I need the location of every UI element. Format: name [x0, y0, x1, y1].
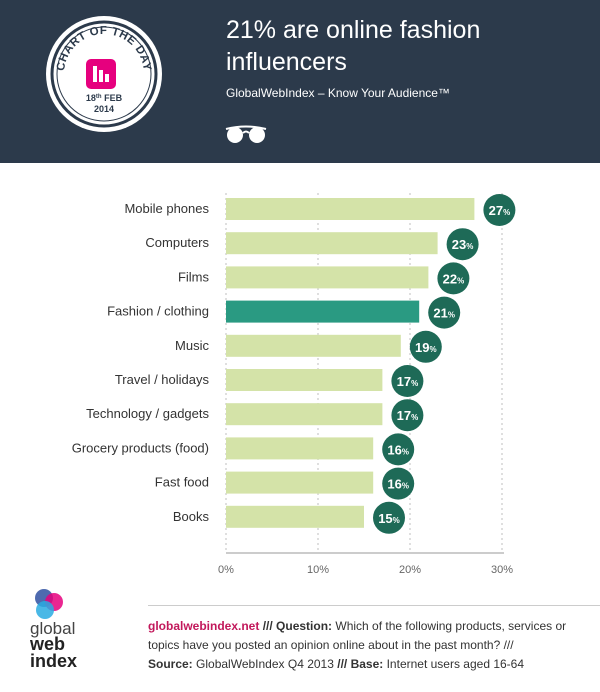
- category-label: Music: [175, 338, 209, 353]
- value-label: 17%: [397, 374, 419, 389]
- badge-date: 18th FEB: [86, 93, 123, 103]
- value-label: 27%: [489, 203, 511, 218]
- x-tick-label: 0%: [218, 564, 234, 576]
- page-subtitle: GlobalWebIndex – Know Your Audience™: [226, 86, 450, 100]
- header-banner: CHART OF THE DAY 18th FEB 2014 21% are o…: [0, 0, 600, 163]
- value-badge: [428, 296, 461, 329]
- value-badge: [373, 501, 405, 534]
- bar: [226, 300, 420, 323]
- value-label: 15%: [378, 511, 400, 526]
- bar: [226, 471, 374, 494]
- value-label: 22%: [443, 271, 465, 286]
- glasses-icon: [225, 125, 267, 143]
- footer-question: Which of the following products, service…: [148, 619, 567, 652]
- bar-chart: 0% 10% 20% 30% Mobile phones 27% Computers 23% F…: [72, 193, 516, 576]
- category-label: Computers: [145, 235, 209, 250]
- category-label: Grocery products (food): [72, 440, 209, 455]
- value-badge: [483, 194, 516, 226]
- value-badge: [382, 467, 415, 500]
- value-label: 16%: [387, 442, 409, 457]
- footer-sep: ///: [259, 619, 277, 633]
- value-badge: [409, 330, 442, 363]
- value-label: 21%: [433, 306, 455, 321]
- footer-source: GlobalWebIndex Q4 2013: [192, 657, 334, 671]
- bar: [226, 334, 401, 357]
- logo-word-web: web: [30, 634, 65, 654]
- logo-word-index: index: [30, 651, 77, 671]
- footer-base: Internet users aged 16-64: [383, 657, 525, 671]
- bar: [226, 232, 438, 255]
- bar: [226, 369, 383, 391]
- value-badge: [437, 262, 470, 295]
- value-badge: [391, 399, 424, 432]
- footer-question-label: Question:: [276, 619, 333, 633]
- category-label: Fashion / clothing: [107, 304, 209, 319]
- value-label: 23%: [452, 237, 474, 252]
- bar: [226, 266, 429, 289]
- footer-source-label: Source:: [148, 657, 193, 671]
- category-label: Technology / gadgets: [86, 406, 209, 421]
- category-label: Fast food: [155, 475, 209, 490]
- footer-divider: [148, 605, 600, 606]
- x-tick-label: 30%: [491, 564, 513, 576]
- globalwebindex-logo: global web index: [30, 589, 77, 671]
- chart-of-the-day-badge: CHART OF THE DAY 18th FEB 2014: [46, 16, 162, 132]
- footer-site-link[interactable]: globalwebindex.net: [148, 619, 260, 633]
- bar: [226, 505, 364, 528]
- page-title: 21% are online fashion influencers: [226, 16, 481, 76]
- category-label: Travel / holidays: [115, 372, 210, 387]
- footer-sep: ///: [333, 657, 351, 671]
- x-tick-label: 20%: [399, 564, 421, 576]
- x-tick-label: 10%: [307, 564, 329, 576]
- category-label: Books: [173, 509, 210, 524]
- value-badge: [382, 433, 415, 466]
- footer-note: globalwebindex.net /// Question: Which o…: [148, 617, 588, 674]
- value-label: 17%: [397, 408, 419, 423]
- value-badge: [446, 228, 479, 261]
- bar: [226, 437, 374, 460]
- bar: [226, 198, 475, 220]
- value-badge: [391, 365, 424, 397]
- bar: [226, 403, 383, 426]
- value-label: 19%: [415, 340, 437, 355]
- badge-year: 2014: [94, 104, 114, 114]
- bar-chart-icon: [86, 59, 116, 89]
- logo-word-global: global: [30, 619, 75, 638]
- category-label: Films: [178, 269, 210, 284]
- category-label: Mobile phones: [124, 201, 209, 216]
- footer-base-label: Base:: [350, 657, 384, 671]
- value-label: 16%: [387, 477, 409, 492]
